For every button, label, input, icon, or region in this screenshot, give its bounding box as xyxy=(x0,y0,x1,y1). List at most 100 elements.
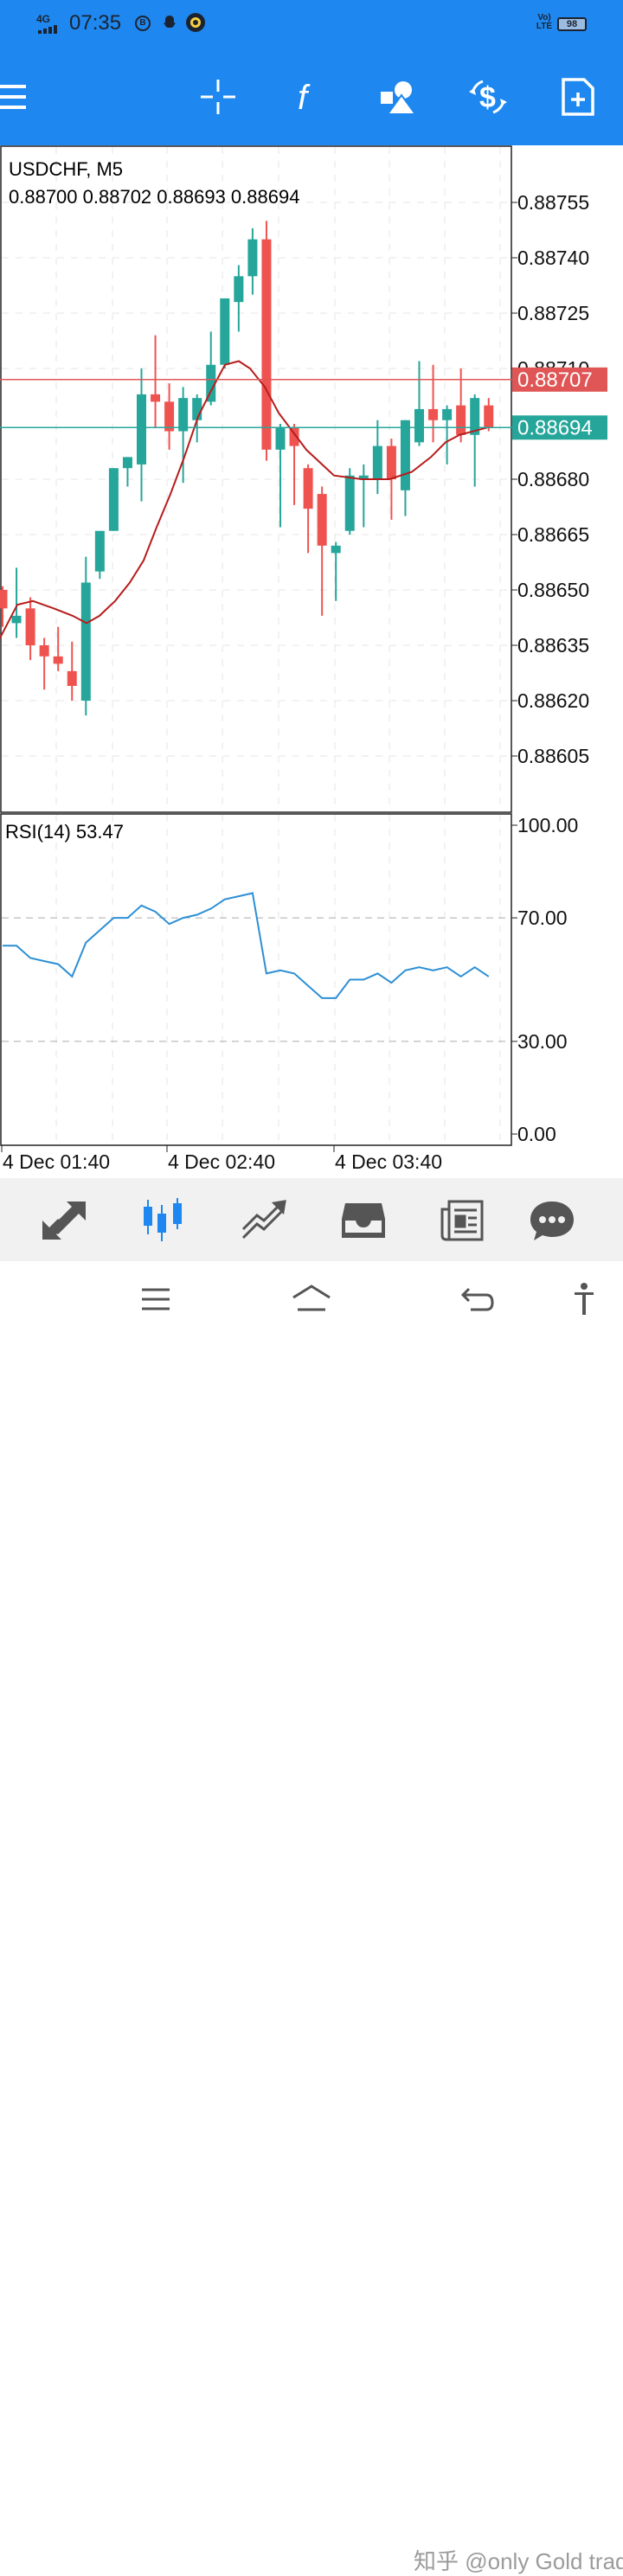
news-icon xyxy=(440,1200,484,1241)
candle-body xyxy=(289,427,299,446)
chart-canvas[interactable]: 0.887550.887400.887250.887100.886800.886… xyxy=(0,145,623,1176)
recent-apps-icon[interactable] xyxy=(140,1287,171,1311)
candle-body xyxy=(442,408,453,420)
price-tick-label: 0.88635 xyxy=(517,634,589,657)
tab-messages[interactable] xyxy=(526,1197,578,1244)
tab-history[interactable] xyxy=(337,1197,389,1244)
b-app-icon: B xyxy=(135,16,151,31)
candle-body xyxy=(108,468,119,531)
candle-body xyxy=(317,494,327,546)
candles xyxy=(0,221,494,716)
trade-tab-icon xyxy=(241,1200,286,1240)
crosshair-icon xyxy=(201,80,235,114)
rsi-tick-label: 30.00 xyxy=(517,1030,568,1053)
price-tick-label: 0.88680 xyxy=(517,468,589,490)
candle-body xyxy=(39,645,49,657)
tab-trade[interactable] xyxy=(237,1197,289,1244)
candle-body xyxy=(386,445,396,479)
candle-body xyxy=(94,530,105,572)
ask-price-box xyxy=(512,415,607,440)
candle-body xyxy=(192,398,202,420)
chart-area[interactable]: 0.887550.887400.887250.887100.886800.886… xyxy=(0,145,623,1176)
volte-label: Vo) LTE xyxy=(536,13,553,31)
rsi-series-line xyxy=(3,892,490,999)
objects-button[interactable] xyxy=(374,73,422,121)
candle-body xyxy=(344,475,355,531)
candle-body xyxy=(122,457,132,469)
battery-icon: 98 xyxy=(557,17,587,31)
candle-body xyxy=(67,670,77,686)
back-icon[interactable] xyxy=(460,1285,495,1313)
network-label: 4G xyxy=(36,13,51,25)
ask-price-label: 0.88694 xyxy=(517,416,593,439)
menu-button[interactable] xyxy=(0,73,38,121)
symbol-timeframe: USDCHF, M5 xyxy=(9,158,123,180)
candle-body xyxy=(11,615,22,624)
candle-body xyxy=(53,656,63,664)
chart-grid xyxy=(2,147,511,1144)
candle-body xyxy=(247,239,258,277)
ma-line xyxy=(0,360,488,638)
time-tick-label: 4 Dec 01:40 xyxy=(3,1150,110,1173)
tab-quotes[interactable] xyxy=(38,1197,90,1244)
candle-body xyxy=(358,475,369,479)
price-tick-label: 0.88620 xyxy=(517,689,589,712)
time-tick-label: 4 Dec 03:40 xyxy=(335,1150,442,1173)
time-axis: 4 Dec 01:40 4 Dec 02:40 4 Dec 03:40 xyxy=(1,1145,442,1173)
tab-news[interactable] xyxy=(436,1197,488,1244)
candle-body xyxy=(456,405,466,435)
candle-body xyxy=(331,545,341,554)
candle-body xyxy=(164,401,175,432)
candle-body xyxy=(372,445,382,479)
trade-button[interactable]: $ xyxy=(464,73,512,121)
snapchat-icon xyxy=(164,16,176,28)
chart-toolbar: f $ xyxy=(0,48,623,145)
rsi-label: RSI(14) 53.47 xyxy=(5,821,124,843)
price-tick-label: 0.88725 xyxy=(517,302,589,324)
price-tick-label: 0.88755 xyxy=(517,191,589,214)
status-bar: 4G 07:35 B Vo) LTE 98 xyxy=(0,0,623,48)
candle-body xyxy=(303,468,313,509)
candle-body xyxy=(80,582,91,701)
candle-body xyxy=(206,364,216,402)
bottom-tab-bar xyxy=(0,1178,623,1261)
trade-icon: $ xyxy=(469,80,507,114)
svg-text:f: f xyxy=(298,79,311,116)
price-tick-label: 0.88605 xyxy=(517,745,589,767)
candle-body xyxy=(484,405,494,428)
rsi-tick-label: 70.00 xyxy=(517,907,568,929)
tab-chart[interactable] xyxy=(137,1197,189,1244)
home-icon[interactable] xyxy=(291,1284,332,1315)
history-icon xyxy=(342,1203,385,1238)
candle-body xyxy=(400,420,410,490)
candle-body xyxy=(428,408,439,420)
indicators-button[interactable]: f xyxy=(284,73,332,121)
candle-body xyxy=(178,398,189,432)
candle-body xyxy=(220,298,230,365)
ohlc-readout: 0.88700 0.88702 0.88693 0.88694 xyxy=(9,186,299,208)
bid-price-label: 0.88707 xyxy=(517,368,593,392)
price-tick-label: 0.88665 xyxy=(517,523,589,546)
rsi-panel-border xyxy=(0,813,512,1146)
crosshair-button[interactable] xyxy=(194,73,242,121)
system-nav-bar: 知乎 @only Gold trade xyxy=(0,1261,623,2574)
objects-icon xyxy=(381,81,417,115)
rsi-line xyxy=(3,892,490,999)
candle-body xyxy=(25,608,35,645)
notification-icon xyxy=(186,13,205,32)
rsi-tick-label: 100.00 xyxy=(517,814,578,836)
price-tick-label: 0.88650 xyxy=(517,579,589,601)
candle-body xyxy=(470,398,480,435)
price-axis: 0.887550.887400.887250.887100.886800.886… xyxy=(511,191,589,767)
new-order-icon xyxy=(562,78,594,116)
time-tick-label: 4 Dec 02:40 xyxy=(168,1150,275,1173)
signal-icon xyxy=(38,25,57,34)
svg-text:$: $ xyxy=(479,81,496,114)
candle-body xyxy=(137,394,146,465)
quotes-icon xyxy=(42,1201,86,1240)
accessibility-icon[interactable] xyxy=(573,1282,595,1317)
new-order-button[interactable] xyxy=(554,73,602,121)
candle-body xyxy=(261,239,272,450)
candle-body xyxy=(414,408,424,443)
rsi-tick-label: 0.00 xyxy=(517,1123,556,1145)
